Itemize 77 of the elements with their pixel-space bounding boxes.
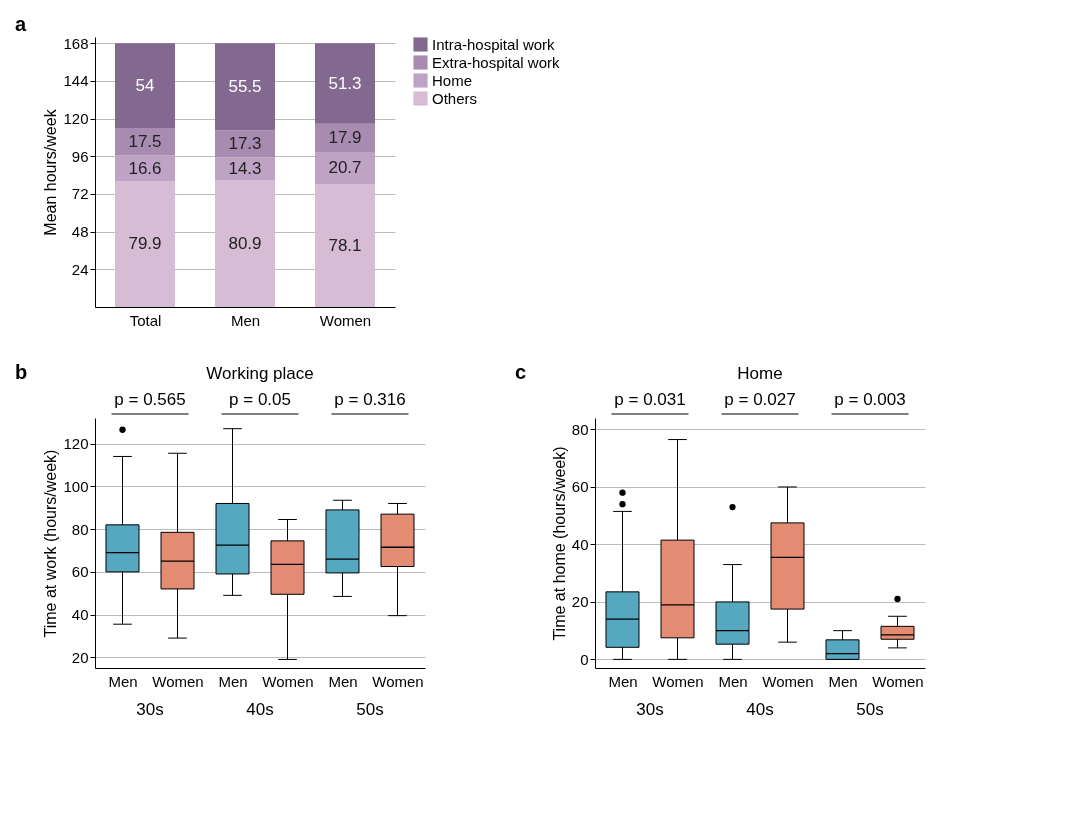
- x-tick-label: Men: [108, 672, 138, 690]
- x-tick-label: Men: [328, 672, 358, 690]
- x-tick-label: Men: [230, 311, 261, 329]
- text: c: [515, 361, 527, 383]
- legend-label: Home: [432, 71, 473, 89]
- x-tick-label: Total: [129, 311, 162, 329]
- y-tick-label: 24: [71, 260, 89, 278]
- y-tick-label: 48: [71, 223, 89, 241]
- data-label: 78.1: [328, 235, 362, 255]
- text: a: [15, 13, 27, 35]
- y-tick-label: 72: [71, 185, 89, 203]
- data-label: 17.9: [328, 127, 362, 147]
- y-tick-label: 60: [71, 563, 89, 581]
- data-label: 14.3: [228, 158, 262, 178]
- x-tick-label: Women: [652, 672, 704, 690]
- y-tick-label: 60: [571, 478, 589, 496]
- y-tick-label: 168: [63, 34, 89, 52]
- bar: [215, 130, 275, 158]
- text: p = 0.031: [614, 390, 686, 409]
- y-tick-label: 80: [571, 420, 589, 438]
- bar: [115, 43, 175, 129]
- x-tick-label: Women: [152, 672, 204, 690]
- bar: [315, 43, 375, 124]
- y-tick-label: 144: [63, 72, 89, 90]
- y-tick-label: 80: [71, 520, 89, 538]
- legend-label: Extra-hospital work: [432, 53, 561, 71]
- data-label: 80.9: [228, 233, 262, 253]
- chart-title: Home: [737, 364, 783, 383]
- text: p = 0.027: [724, 390, 796, 409]
- text: 40s: [746, 700, 774, 719]
- y-tick-label: 120: [63, 435, 89, 453]
- y-tick-label: 20: [571, 593, 589, 611]
- x-tick-label: Women: [872, 672, 924, 690]
- text: p = 0.05: [229, 390, 291, 409]
- x-tick-label: Men: [718, 672, 748, 690]
- y-axis-title: Time at work (hours/week): [42, 449, 60, 638]
- legend-label: Intra-hospital work: [432, 35, 556, 53]
- data-label: 51.3: [328, 73, 362, 93]
- bar: [215, 43, 275, 131]
- chart-title: Working place: [206, 364, 314, 383]
- x-tick-label: Women: [762, 672, 814, 690]
- text: 40s: [246, 700, 274, 719]
- data-label: 17.5: [128, 131, 162, 151]
- y-tick-label: 0: [580, 650, 589, 668]
- data-label: 17.3: [228, 133, 262, 153]
- text: p = 0.316: [334, 390, 406, 409]
- data-label: 54: [135, 75, 155, 95]
- data-label: 16.6: [128, 158, 162, 178]
- data-label: 20.7: [328, 158, 362, 178]
- text: p = 0.565: [114, 390, 186, 409]
- y-tick-label: 100: [63, 477, 89, 495]
- bar: [115, 181, 175, 307]
- x-tick-label: Men: [828, 672, 858, 690]
- text: 30s: [136, 700, 164, 719]
- bar: [115, 128, 175, 156]
- y-axis-title: Mean hours/week: [42, 108, 60, 236]
- text: p = 0.003: [834, 390, 906, 409]
- x-tick-label: Men: [608, 672, 638, 690]
- text: 50s: [356, 700, 384, 719]
- y-tick-label: 20: [71, 648, 89, 666]
- legend-label: Others: [432, 89, 478, 107]
- data-label: 79.9: [128, 234, 162, 254]
- y-tick-label: 120: [63, 110, 89, 128]
- y-tick-label: 96: [71, 147, 89, 165]
- x-tick-label: Men: [218, 672, 248, 690]
- y-tick-label: 40: [571, 535, 589, 553]
- y-tick-label: 40: [71, 606, 89, 624]
- bar: [215, 180, 275, 307]
- x-tick-label: Women: [319, 311, 372, 329]
- bar: [315, 184, 375, 307]
- x-tick-label: Women: [372, 672, 424, 690]
- text: b: [15, 361, 28, 383]
- text: 50s: [856, 700, 884, 719]
- text: 30s: [636, 700, 664, 719]
- y-axis-title: Time at home (hours/week): [550, 446, 568, 641]
- data-label: 55.5: [228, 76, 262, 96]
- x-tick-label: Women: [262, 672, 314, 690]
